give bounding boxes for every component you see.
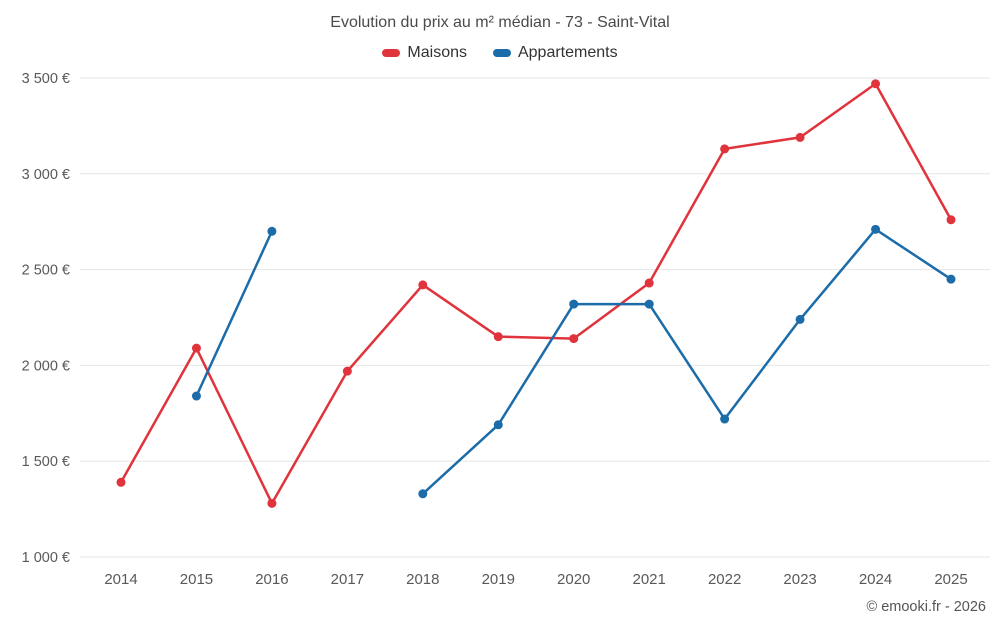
appartements-point-2025[interactable] [946,274,956,284]
maisons-point-2021[interactable] [644,278,654,288]
appartements-series-marker-icon [492,49,511,57]
maisons-point-2023[interactable] [795,132,805,142]
appartements-point-2015[interactable] [191,391,201,401]
x-axis-label: 2023 [783,571,816,588]
maisons-point-2019[interactable] [493,332,503,342]
x-axis-label: 2016 [255,571,288,588]
appartements-line [195,230,274,398]
maisons-point-2017[interactable] [342,366,352,376]
y-axis-label: 1 500 € [22,454,70,470]
maisons-point-2025[interactable] [946,215,956,225]
chart-title: Evolution du prix au m² médian - 73 - Sa… [330,14,670,31]
maisons-point-2020[interactable] [569,334,579,344]
x-axis-label: 2018 [406,571,439,588]
maisons-point-2015[interactable] [191,343,201,353]
maisons-line [119,82,953,505]
x-axis-label: 2020 [557,571,590,588]
legend-label-maisons: Maisons [407,44,467,61]
maisons-point-2024[interactable] [871,79,881,89]
maisons-point-2016[interactable] [267,498,277,508]
appartements-point-2021[interactable] [644,299,654,309]
maisons-point-2022[interactable] [720,144,730,154]
appartements-point-2023[interactable] [795,314,805,324]
x-axis-label: 2022 [708,571,741,588]
y-axis-label: 3 000 € [22,167,70,183]
appartements-point-2019[interactable] [493,420,503,430]
x-axis-label: 2021 [632,571,665,588]
maisons-series-marker-icon [382,49,401,57]
x-axis-label: 2015 [180,571,213,588]
x-axis-label: 2014 [104,571,137,588]
x-axis-label: 2024 [859,571,892,588]
y-axis-label: 1 000 € [22,550,70,566]
y-axis-label: 3 500 € [22,71,70,87]
appartements-line [421,228,953,496]
x-axis-label: 2025 [934,571,967,588]
maisons-point-2014[interactable] [116,477,126,487]
x-axis-label: 2019 [482,571,515,588]
appartements-point-2024[interactable] [871,224,881,234]
y-axis-label: 2 000 € [22,358,70,374]
x-axis-label: 2017 [331,571,364,588]
legend-item-appartements[interactable]: Appartements [492,44,618,62]
legend-item-maisons[interactable]: Maisons [382,44,467,62]
chart-legend: Maisons Appartements [0,44,1000,62]
copyright-text: © emooki.fr - 2026 [866,599,986,615]
appartements-point-2016[interactable] [267,226,277,236]
appartements-point-2020[interactable] [569,299,579,309]
y-axis-label: 2 500 € [22,263,70,279]
appartements-point-2022[interactable] [720,414,730,424]
appartements-point-2018[interactable] [418,489,428,499]
maisons-point-2018[interactable] [418,280,428,290]
legend-label-appartements: Appartements [517,44,618,61]
